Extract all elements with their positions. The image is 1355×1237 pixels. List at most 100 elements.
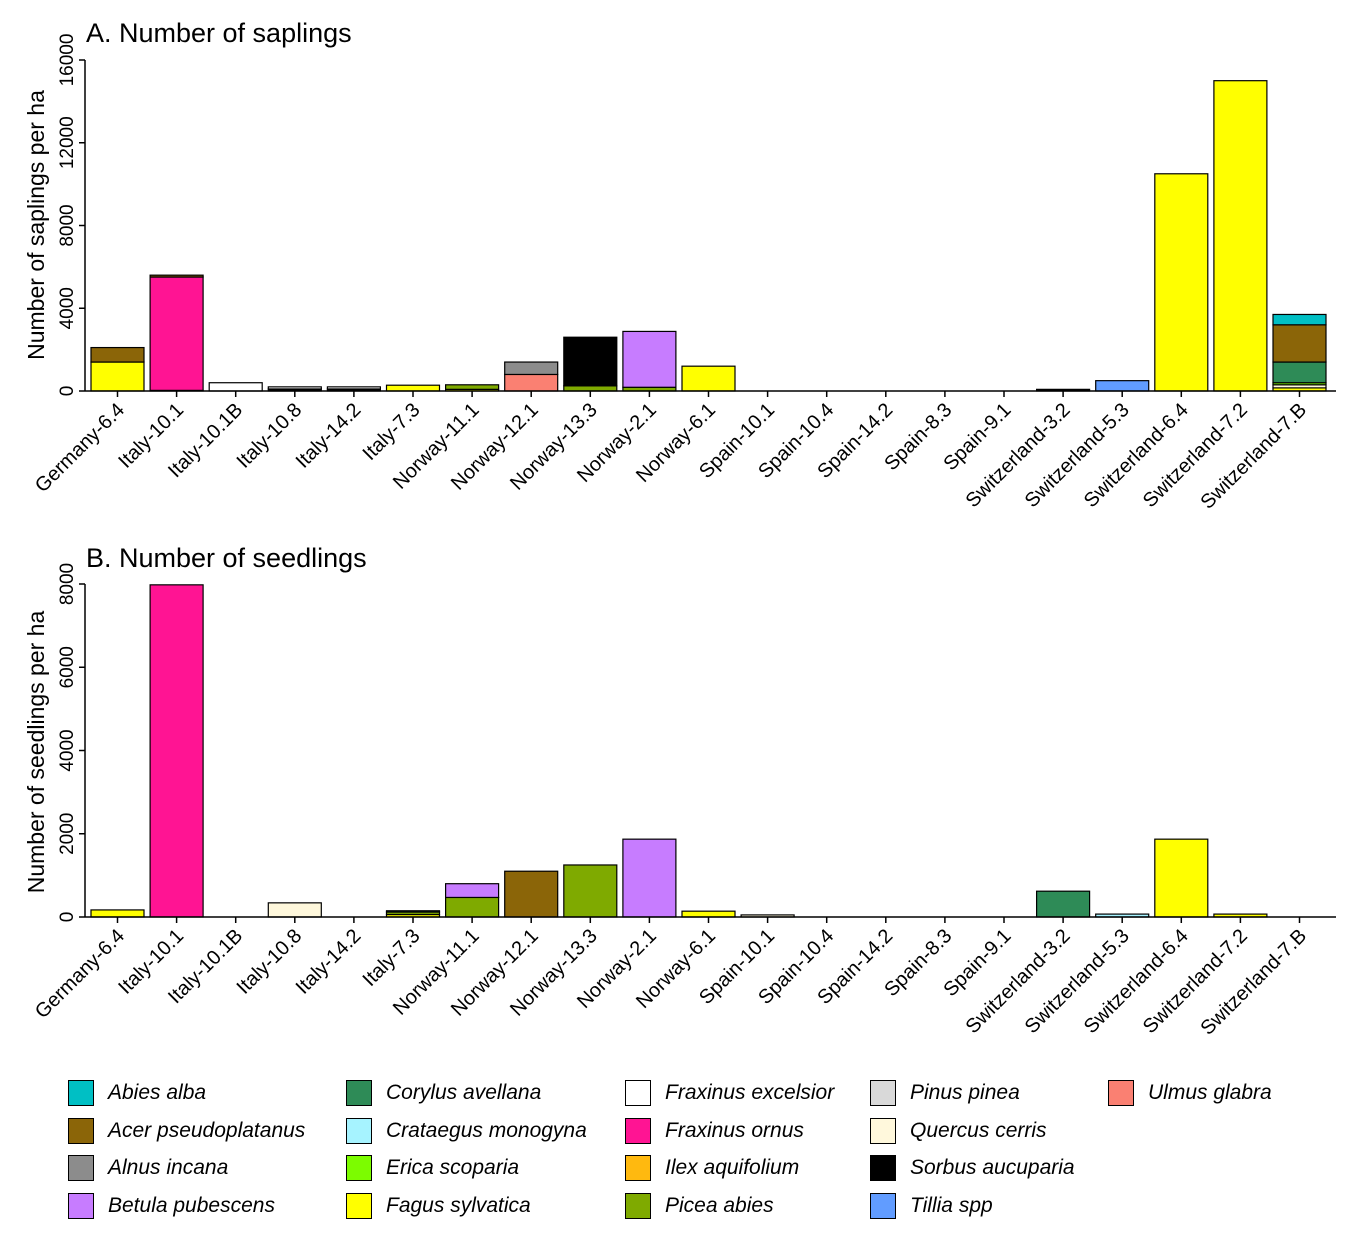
y-tick-label: 0 [57,386,78,397]
chart-canvas: A. Number of saplings Number of saplings… [23,18,1336,1040]
x-tick-label: Switzerland-3.2 [962,925,1075,1038]
legend-swatch [870,1155,896,1181]
legend-swatch [870,1117,896,1144]
y-tick-label: 2000 [57,813,78,855]
legend-swatch [346,1080,372,1106]
panel-b: B. Number of seedlings Number of seedlin… [23,543,1336,1040]
bar-segment [90,361,145,392]
legend-swatch [68,1080,94,1106]
y-tick-label: 0 [57,912,78,923]
x-tick-label: Switzerland-7.2 [1139,925,1252,1038]
bar-segment [1272,324,1327,363]
x-tick-label: Switzerland-6.4 [1080,399,1193,512]
panel-b-title: B. Number of seedlings [86,543,367,573]
x-tick-label: Germany-6.4 [31,925,129,1023]
legend-swatch [625,1155,651,1181]
legend-label: Ilex aquifolium [665,1156,800,1179]
bar-segment [1095,380,1150,392]
bar-segment [90,346,145,363]
bar-segment [385,384,441,392]
legend-label: Tillia spp [910,1193,993,1217]
x-tick-label: Germany-6.4 [31,399,129,497]
x-tick-label: Switzerland-5.3 [1021,399,1134,512]
bar-segment [267,902,322,918]
legend-swatch [625,1192,651,1219]
legend-label: Acer pseudoplatanus [108,1118,306,1142]
bar-segment [681,365,736,392]
bar-segment [1272,361,1327,384]
legend-label: Betula pubescens [108,1193,275,1217]
legend-swatch [625,1080,651,1106]
bar-segment [1035,890,1091,918]
legend-label: Erica scoparia [386,1156,520,1179]
y-tick-label: 6000 [57,646,78,688]
legend-label: Fraxinus excelsior [665,1081,835,1104]
legend-label: Ulmus glabra [1148,1081,1272,1104]
bar-segment [504,870,559,918]
panel-b-x-ticks: Germany-6.4Italy-10.1Italy-10.1BItaly-10… [31,917,1311,1040]
panel-a-x-ticks: Germany-6.4Italy-10.1Italy-10.1BItaly-10… [31,391,1311,514]
legend-swatch [68,1192,94,1219]
legend-label: Quercus cerris [910,1118,1047,1142]
bar-segment [504,373,559,392]
legend-swatch [625,1117,651,1144]
x-tick-label: Switzerland-3.2 [962,399,1075,512]
legend-swatch [346,1155,372,1181]
x-tick-label: Italy-14.2 [292,399,366,473]
legend-swatch [870,1080,896,1106]
x-tick-label: Switzerland-5.3 [1021,925,1134,1038]
x-tick-label: Switzerland-7.2 [1139,399,1252,512]
bar-segment [681,910,736,918]
legend-label: Crataegus monogyna [386,1118,587,1142]
bar-segment [1154,838,1209,918]
legend-label: Alnus incana [108,1156,229,1179]
panel-b-ylabel: Number of seedlings per ha [23,611,49,894]
legend-swatch [346,1117,372,1144]
y-tick-label: 4000 [57,287,78,329]
bar-segment [504,361,559,376]
bar-segment [208,382,263,392]
bar-segment [622,330,677,388]
panel-a-ylabel: Number of saplings per ha [23,90,49,360]
panel-a-title: A. Number of saplings [86,18,352,48]
x-tick-label: Switzerland-7.B [1196,925,1311,1040]
bar-segment [149,276,204,391]
bar-segment [90,909,145,918]
y-tick-label: 8000 [57,563,78,605]
bar-segment [563,336,618,387]
legend-swatch [870,1192,896,1219]
x-tick-label: Italy-14.2 [292,925,366,999]
legend-label: Pinus pinea [910,1081,1020,1104]
legend-label: Corylus avellana [386,1081,542,1104]
bar-segment [445,896,500,918]
legend-swatch [346,1192,372,1219]
x-tick-label: Switzerland-6.4 [1080,925,1193,1038]
y-tick-label: 16000 [57,34,78,87]
legend-label: Fraxinus ornus [665,1118,804,1142]
panel-b-y-ticks: 0 2000 4000 6000 8000 [57,563,85,922]
legend-swatch [68,1155,94,1181]
bar-segment [563,385,618,392]
legend-label: Picea abies [665,1193,774,1217]
y-tick-label: 8000 [57,204,78,246]
bar-segment [1272,313,1327,326]
bar-segment [149,584,204,918]
legend-label: Fagus sylvatica [386,1193,531,1217]
legend-label: Abies alba [108,1081,207,1104]
panel-b-bars [90,584,1268,918]
bar-segment [326,386,381,390]
legend-swatch [68,1117,94,1144]
bar-segment [1154,173,1209,392]
bar-segment [385,910,441,913]
legend-swatch [1108,1080,1134,1106]
bar-segment [267,386,322,390]
bar-segment [563,864,618,918]
y-tick-label: 12000 [57,116,78,169]
bar-segment [149,274,204,278]
x-tick-label: Switzerland-7.B [1196,399,1311,514]
panel-a-bars [90,80,1327,392]
panel-a-y-ticks: 0 4000 8000 12000 16000 [57,34,85,397]
bar-segment [445,384,500,390]
bar-segment [1213,80,1268,392]
